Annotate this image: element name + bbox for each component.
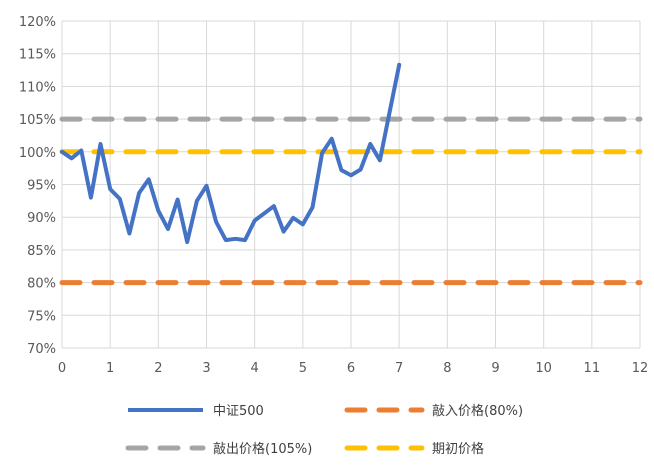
y-tick-label: 90% (27, 211, 56, 226)
y-tick-label: 75% (27, 309, 56, 324)
y-tick-label: 85% (27, 244, 56, 259)
x-tick-label: 8 (443, 361, 451, 376)
series-lines (60, 62, 402, 245)
y-tick-label: 100% (19, 146, 56, 161)
y-tick-label: 110% (19, 80, 56, 95)
x-tick-label: 6 (347, 361, 355, 376)
y-tick-label: 70% (27, 342, 56, 357)
y-axis-ticks: 70% 75% 80% 85% 90% 95% 100% 105% 110% 115% 120% (19, 15, 56, 357)
x-tick-label: 12 (632, 361, 649, 376)
y-tick-label: 115% (19, 48, 56, 63)
legend-label: 中证500 (213, 404, 264, 419)
x-tick-label: 3 (202, 361, 210, 376)
legend-item-knock-out: 敲出价格(105%) (125, 441, 312, 457)
x-tick-label: 9 (491, 361, 499, 376)
legend-label: 期初价格 (432, 441, 484, 457)
x-tick-label: 1 (106, 361, 114, 376)
x-tick-label: 5 (299, 361, 307, 376)
x-tick-label: 2 (154, 361, 162, 376)
x-tick-label: 7 (395, 361, 403, 376)
legend-item-knock-in: 敲入价格(80%) (344, 403, 523, 419)
x-axis-ticks: 0 1 2 3 4 5 6 7 8 9 10 11 12 (58, 361, 648, 376)
csi500-line (60, 62, 402, 245)
legend-item-initial-price: 期初价格 (344, 441, 484, 457)
legend: 中证500 敲入价格(80%) 敲出价格(105%) 期初价格 (125, 403, 523, 457)
y-tick-label: 95% (27, 179, 56, 194)
reference-lines (59, 116, 643, 286)
x-tick-label: 11 (584, 361, 601, 376)
x-tick-label: 10 (535, 361, 552, 376)
legend-item-csi500: 中证500 (128, 404, 264, 419)
legend-label: 敲入价格(80%) (432, 403, 523, 419)
y-tick-label: 105% (19, 113, 56, 128)
y-tick-label: 120% (19, 15, 56, 30)
x-tick-label: 0 (58, 361, 66, 376)
y-tick-label: 80% (27, 277, 56, 292)
x-tick-label: 4 (251, 361, 259, 376)
legend-label: 敲出价格(105%) (213, 441, 312, 457)
